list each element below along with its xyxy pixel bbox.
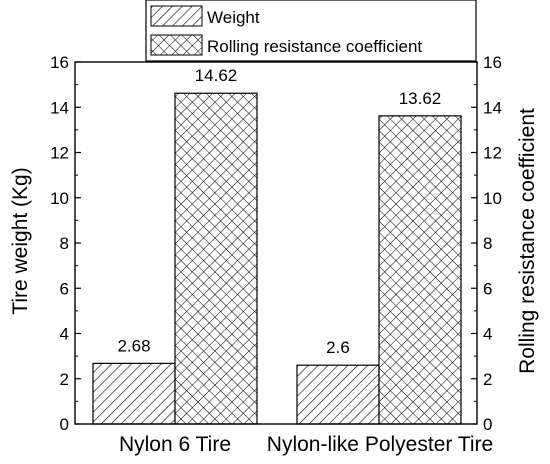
left-tick-label: 10	[50, 189, 69, 208]
left-tick-label: 8	[60, 234, 69, 253]
category-label: Nylon 6 Tire	[119, 433, 231, 456]
legend-label-rolling-resistance: Rolling resistance coefficient	[207, 37, 422, 56]
y-axis-title: Tire weight (Kg)	[9, 167, 32, 314]
right-tick-label: 16	[483, 53, 502, 72]
legend-label-weight: Weight	[207, 8, 260, 27]
right-tick-label: 6	[483, 279, 492, 298]
left-tick-label: 0	[60, 415, 69, 434]
right-tick-label: 2	[483, 370, 492, 389]
data-label: 2.6	[326, 338, 350, 357]
bar-weight-2	[296, 364, 380, 425]
data-label: 14.62	[195, 66, 238, 85]
legend-swatch-rolling-resistance	[150, 34, 203, 56]
right-axis: 0 2 4 6 8 10 12 14 16	[471, 53, 502, 434]
right-tick-label: 0	[483, 415, 492, 434]
bars-group	[92, 92, 462, 425]
left-tick-label: 2	[60, 370, 69, 389]
y2-axis-title: Rolling resistance coefficient	[516, 108, 539, 374]
right-tick-label: 8	[483, 234, 492, 253]
category-labels: Nylon 6 Tire Nylon-like Polyester Tire	[119, 433, 493, 456]
left-tick-label: 12	[50, 144, 69, 163]
legend-swatch-weight	[150, 5, 203, 27]
left-axis: 0 2 4 6 8 10 12 14 16	[50, 53, 81, 434]
left-tick-label: 16	[50, 53, 69, 72]
right-tick-label: 12	[483, 144, 502, 163]
data-label: 2.68	[117, 336, 150, 355]
bar-rolling-resistance-1	[174, 92, 258, 425]
left-tick-label: 4	[60, 325, 69, 344]
legend: Weight Rolling resistance coefficient	[145, 0, 477, 62]
left-tick-label: 6	[60, 279, 69, 298]
right-tick-label: 4	[483, 325, 492, 344]
right-tick-label: 14	[483, 98, 502, 117]
data-label: 13.62	[399, 89, 442, 108]
bar-weight-1	[92, 362, 176, 425]
left-tick-label: 14	[50, 98, 69, 117]
data-labels-group: 2.68 14.62 2.6 13.62	[117, 66, 441, 357]
category-label: Nylon-like Polyester Tire	[267, 433, 493, 456]
right-tick-label: 10	[483, 189, 502, 208]
bar-rolling-resistance-2	[378, 115, 462, 425]
